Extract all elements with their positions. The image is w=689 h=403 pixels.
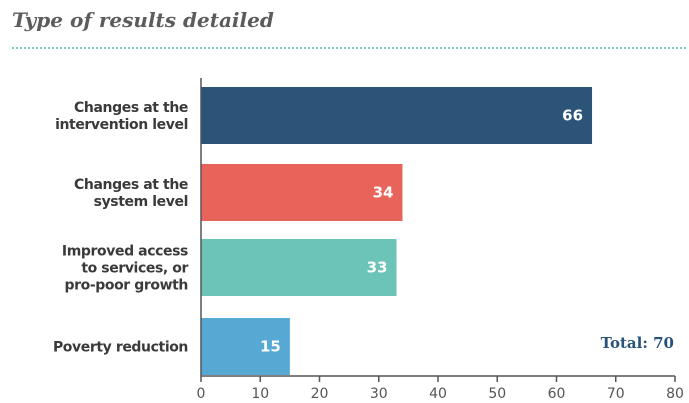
bar-3: [201, 239, 397, 296]
bar-value-label-1: 66: [562, 107, 583, 125]
x-axis: 0 10 20 30 40 50 60 70 80: [197, 78, 684, 402]
x-tick-label-30: 30: [370, 386, 388, 402]
bar-2: [201, 164, 403, 221]
category-label-3: Improved access to services, or pro-poor g…: [62, 244, 189, 294]
bar-1: [201, 87, 593, 144]
bar-value-label-3: 33: [367, 259, 388, 277]
category-label-line: Changes at the: [74, 177, 188, 193]
bar-value-label-4: 15: [260, 338, 281, 356]
bar-4: [201, 318, 290, 375]
total-annotation: Total: 70: [601, 334, 674, 352]
category-label-line: pro-poor growth: [64, 278, 188, 294]
category-label-line: to services, or: [81, 261, 188, 277]
category-label-4: Poverty reduction: [53, 340, 188, 356]
x-tick-label-0: 0: [197, 386, 206, 402]
category-label-line: Improved access: [62, 244, 188, 260]
bars-layer: 66 34 33 15: [201, 87, 593, 375]
x-tick-label-10: 10: [251, 386, 269, 402]
category-label-1: Changes at the intervention level: [55, 100, 188, 133]
category-labels: Changes at the intervention levelChanges …: [53, 100, 189, 356]
x-tick-label-60: 60: [548, 386, 566, 402]
category-label-line: Poverty reduction: [53, 340, 188, 356]
category-label-2: Changes at the system level: [74, 177, 188, 210]
x-tick-label-80: 80: [666, 386, 684, 402]
x-tick-label-50: 50: [488, 386, 506, 402]
title-divider: [12, 47, 686, 49]
category-label-line: Changes at the: [74, 100, 188, 116]
category-label-line: intervention level: [55, 117, 188, 133]
x-tick-label-40: 40: [429, 386, 447, 402]
x-tick-label-20: 20: [311, 386, 329, 402]
chart-title: Type of results detailed: [12, 8, 274, 32]
bar-value-label-2: 34: [373, 184, 394, 202]
x-tick-label-70: 70: [607, 386, 625, 402]
category-label-line: system level: [94, 194, 188, 210]
